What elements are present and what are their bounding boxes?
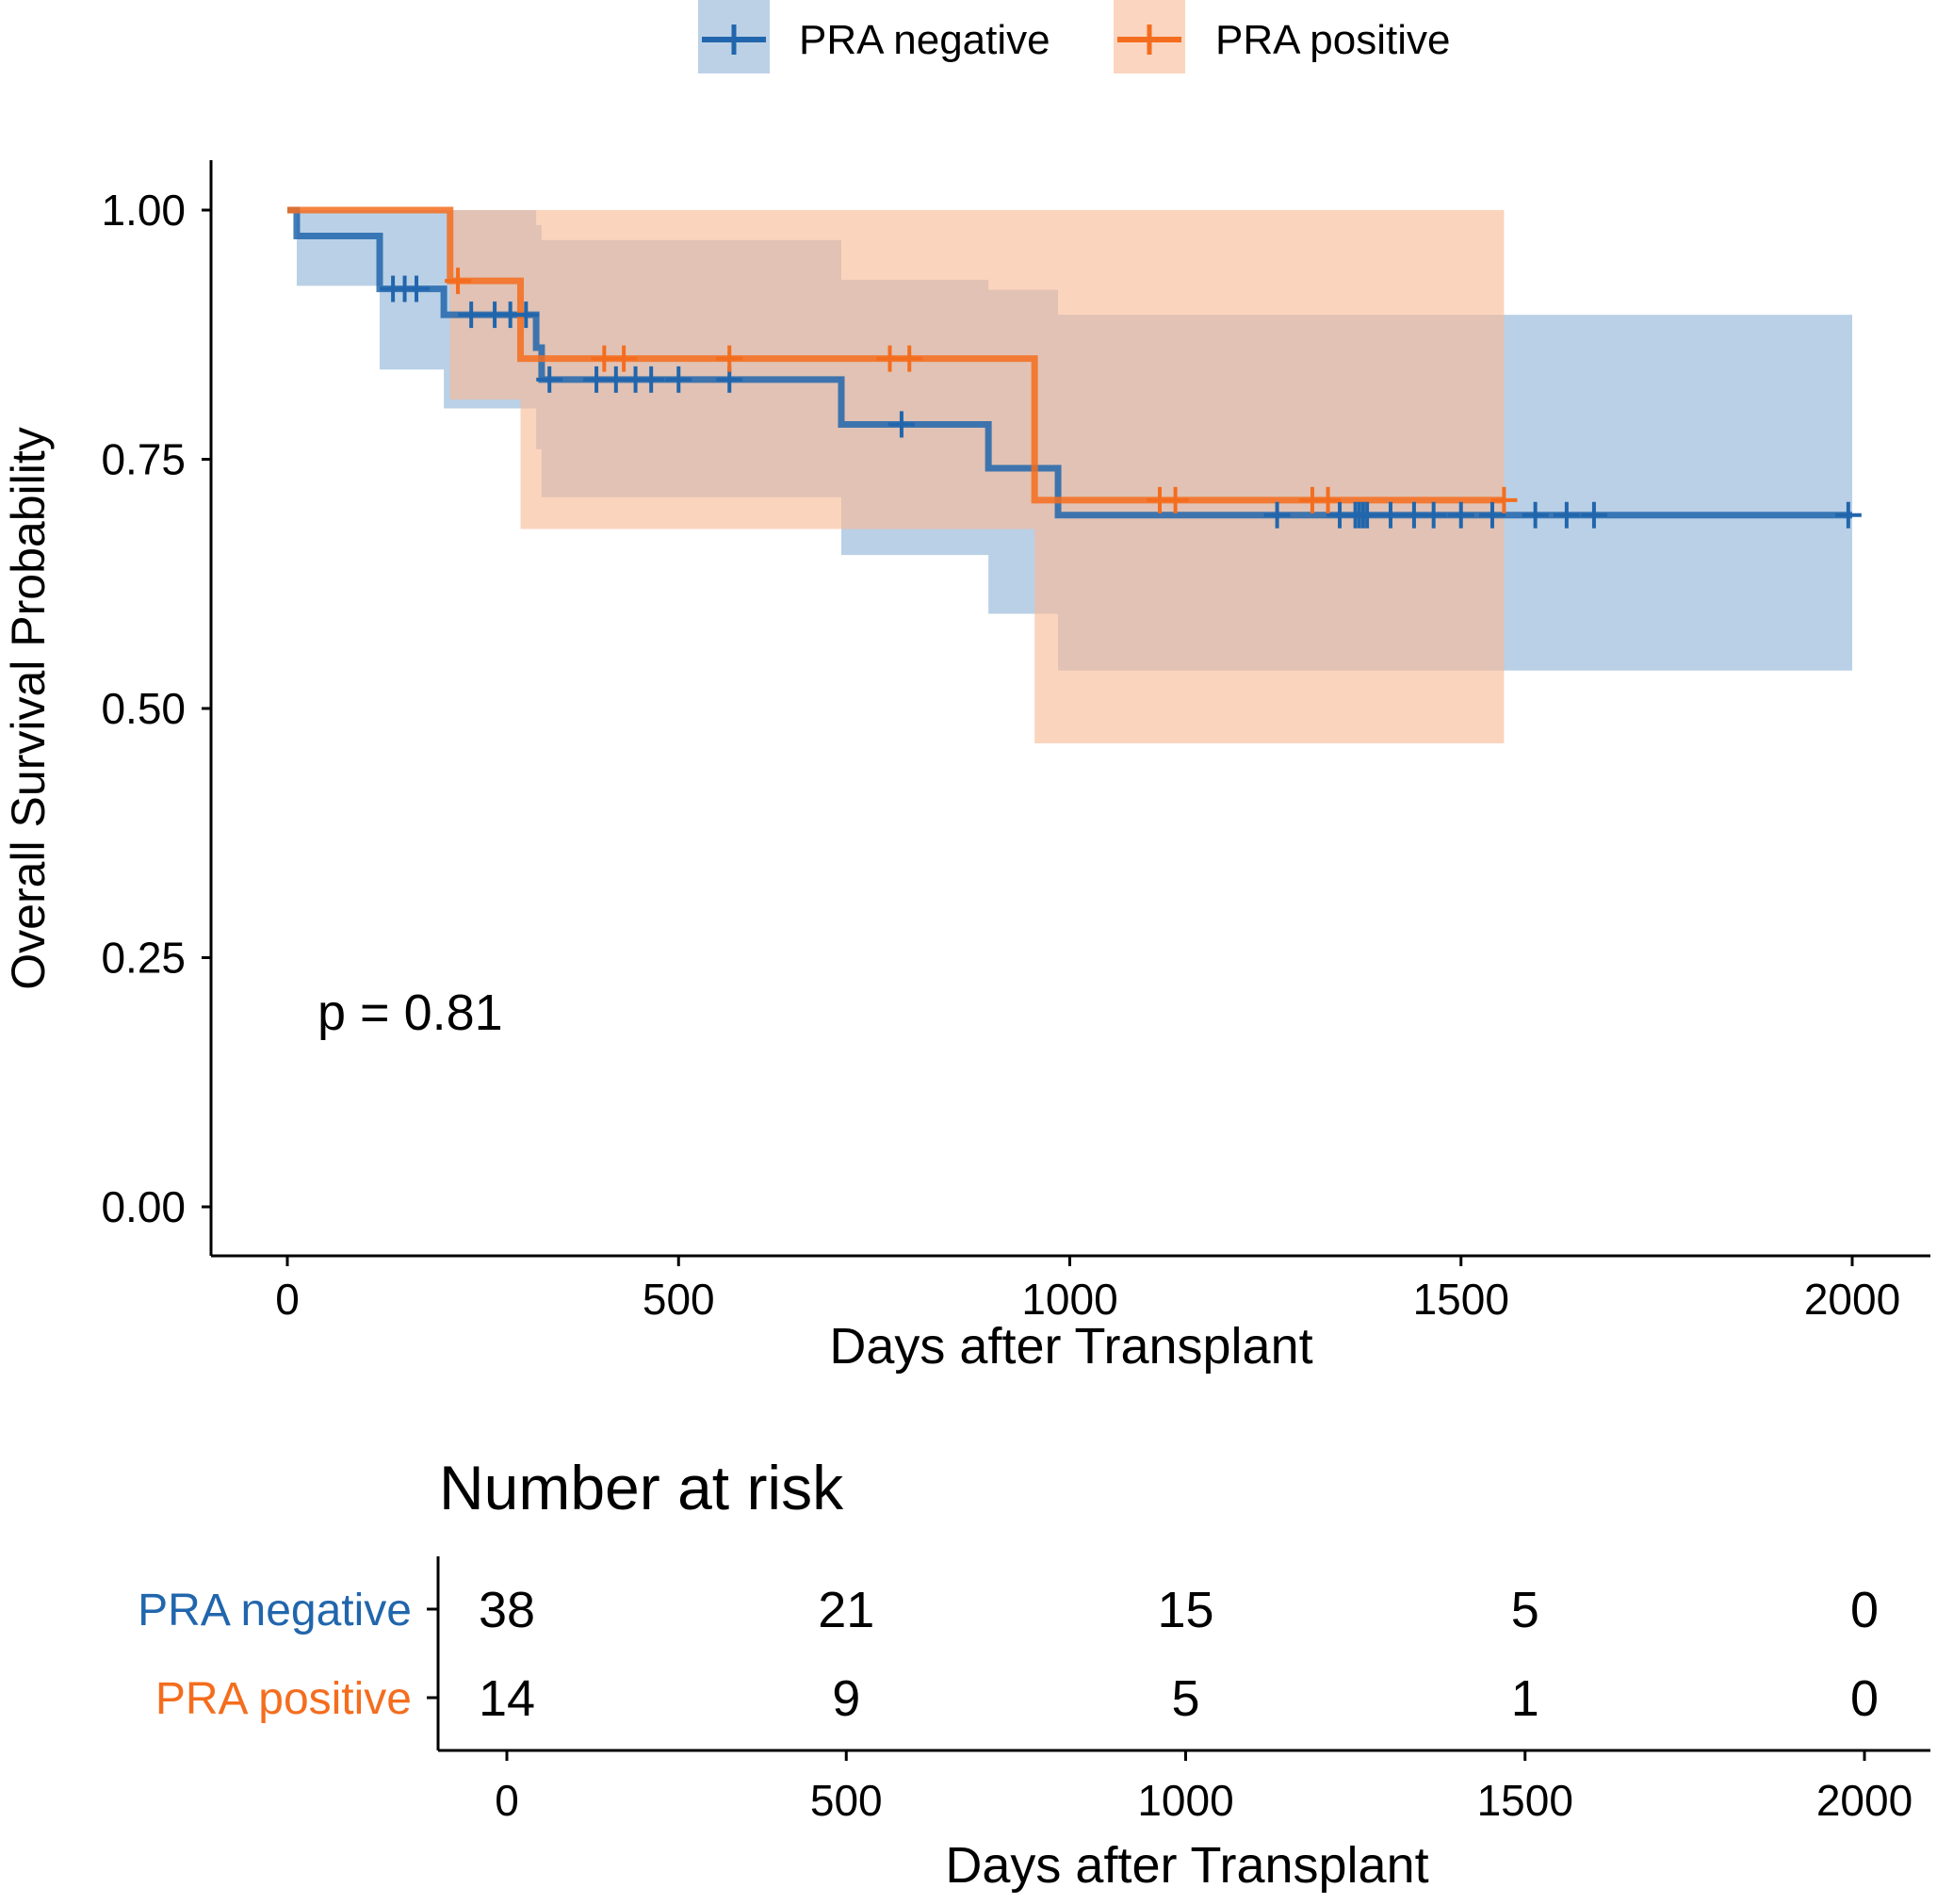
- survival-line-pra-positive: [287, 206, 1505, 504]
- risk-x-tick-label: 2000: [1816, 1776, 1913, 1825]
- risk-count-pra-positive: 9: [832, 1670, 860, 1727]
- legend-label-pra-positive: PRA positive: [1215, 17, 1450, 63]
- risk-count-pra-positive: 5: [1171, 1670, 1199, 1727]
- risk-row-label-pra-negative: PRA negative: [138, 1586, 412, 1635]
- censor-mark-pra-negative: [1478, 501, 1506, 529]
- censor-mark-pra-negative: [1522, 501, 1549, 529]
- censor-mark-pra-positive: [610, 345, 638, 372]
- x-tick-label: 1000: [1021, 1275, 1117, 1324]
- y-axis-title: Overall Survival Probability: [2, 427, 55, 989]
- censor-mark-pra-negative: [1420, 501, 1447, 529]
- censor-mark-pra-positive: [445, 268, 472, 295]
- censor-mark-pra-positive: [716, 345, 743, 372]
- x-tick-label: 1500: [1413, 1275, 1509, 1324]
- x-tick-label: 0: [275, 1275, 300, 1324]
- censor-mark-pra-negative: [458, 301, 485, 329]
- censor-mark-pra-negative: [638, 366, 665, 393]
- risk-count-pra-negative: 0: [1850, 1582, 1879, 1638]
- risk-rows: PRA negative 38 21 15 5 0 PRA positive 14 9 5 1 0: [138, 1582, 1879, 1727]
- censor-mark-pra-negative: [1834, 501, 1862, 529]
- risk-table-title: Number at risk: [439, 1453, 844, 1522]
- risk-count-pra-positive: 0: [1850, 1670, 1879, 1727]
- y-tick-label: 1.00: [101, 186, 186, 235]
- censor-mark-pra-negative: [536, 366, 563, 393]
- risk-x-tick-label: 0: [495, 1776, 519, 1825]
- risk-row-label-pra-positive: PRA positive: [155, 1674, 412, 1724]
- censor-mark-pra-negative: [665, 366, 692, 393]
- risk-count-pra-negative: 15: [1157, 1582, 1213, 1638]
- censor-mark-pra-negative: [1580, 501, 1607, 529]
- y-ticks: 0.00 0.25 0.50 0.75 1.00: [101, 186, 211, 1231]
- survival-line-pra-negative: [287, 206, 1852, 519]
- risk-x-ticks: 0 500 1000 1500 2000: [495, 1750, 1913, 1825]
- p-value-annotation: p = 0.81: [317, 985, 503, 1041]
- censor-mark-pra-negative: [1263, 501, 1291, 529]
- y-tick-label: 0.75: [101, 435, 186, 484]
- censor-mark-pra-negative: [1553, 501, 1580, 529]
- x-tick-label: 500: [643, 1275, 715, 1324]
- confidence-bands: [287, 210, 1852, 744]
- risk-x-tick-label: 1500: [1477, 1776, 1573, 1825]
- censor-mark-pra-negative: [403, 275, 431, 302]
- x-axis-title: Days after Transplant: [829, 1318, 1312, 1375]
- censor-mark-pra-negative: [1354, 501, 1381, 529]
- censor-mark-pra-positive: [1314, 486, 1342, 513]
- y-tick-label: 0.00: [101, 1182, 186, 1231]
- survival-curves: [287, 206, 1852, 519]
- censor-mark-pra-negative: [1377, 501, 1405, 529]
- y-tick-label: 0.50: [101, 684, 186, 733]
- censor-mark-pra-negative: [887, 411, 915, 438]
- risk-count-pra-negative: 38: [479, 1582, 535, 1638]
- risk-count-pra-negative: 21: [818, 1582, 874, 1638]
- censor-mark-pra-negative: [1447, 501, 1474, 529]
- legend: PRA negative PRA positive: [698, 0, 1450, 73]
- risk-count-pra-positive: 1: [1511, 1670, 1539, 1727]
- risk-x-tick-label: 500: [810, 1776, 883, 1825]
- y-tick-label: 0.25: [101, 934, 186, 983]
- censor-mark-pra-positive: [896, 345, 923, 372]
- censor-mark-pra-positive: [1490, 486, 1518, 513]
- x-tick-label: 2000: [1804, 1275, 1900, 1324]
- censor-mark-pra-negative: [513, 301, 540, 329]
- risk-x-tick-label: 1000: [1137, 1776, 1233, 1825]
- censor-marks: [380, 268, 1862, 529]
- main-plot: 0.00 0.25 0.50 0.75 1.00 0 500 1000 1500 2000 Ov…: [2, 160, 1930, 1375]
- legend-label-pra-negative: PRA negative: [799, 17, 1050, 63]
- risk-count-pra-negative: 5: [1511, 1582, 1539, 1638]
- ci-band-pra-positive: [287, 210, 1505, 744]
- risk-x-axis-title: Days after Transplant: [945, 1837, 1428, 1894]
- x-ticks: 0 500 1000 1500 2000: [275, 1256, 1900, 1324]
- risk-count-pra-positive: 14: [479, 1670, 535, 1727]
- censor-mark-pra-positive: [1162, 486, 1189, 513]
